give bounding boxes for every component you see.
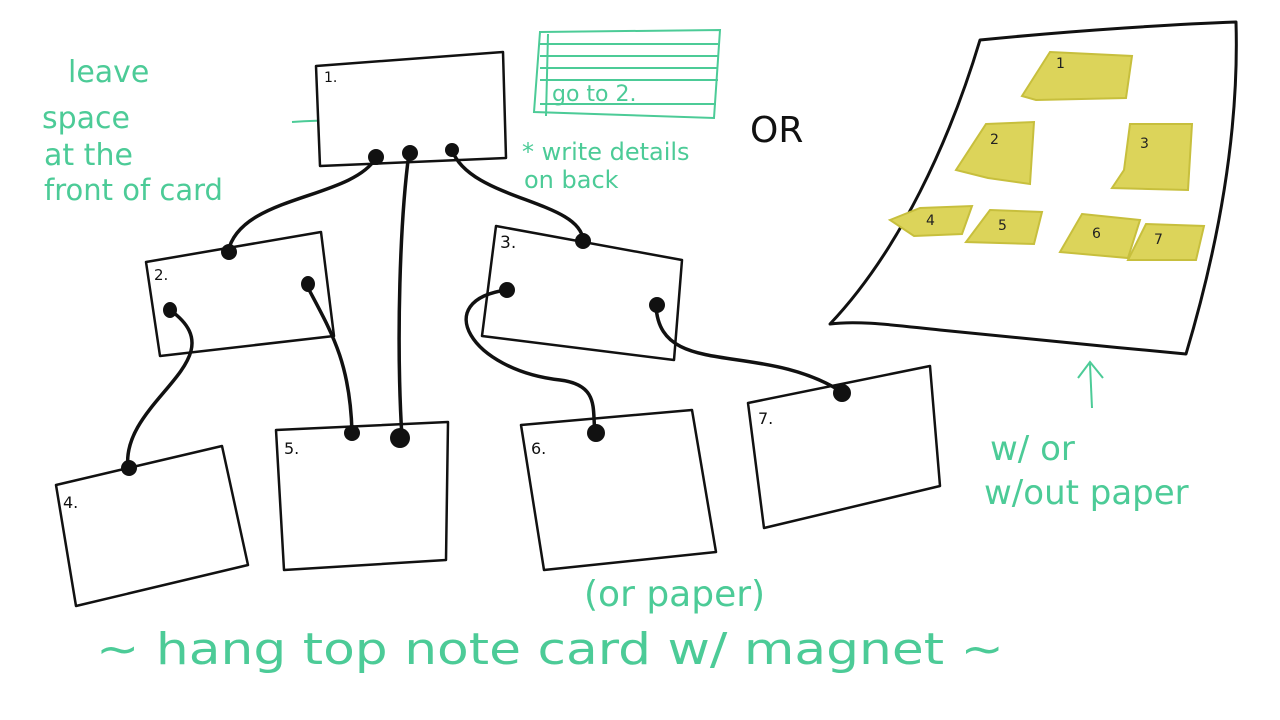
sticky-label-2: 2 <box>990 132 999 148</box>
dot <box>121 460 137 476</box>
card-5-label: 5. <box>284 439 299 458</box>
dot <box>221 244 237 260</box>
left-note-line-3: at the <box>44 138 133 173</box>
dot <box>163 302 177 318</box>
card-2-label: 2. <box>154 266 168 284</box>
sticky-label-5: 5 <box>998 218 1007 234</box>
string-2-to-5 <box>304 282 354 434</box>
left-note-line-1: leave <box>68 55 149 90</box>
card-3-label: 3. <box>500 233 516 253</box>
bottom-caption: ~ hang top note card w/ magnet ~ <box>96 624 1004 675</box>
string-1-to-5 <box>397 151 411 440</box>
back-note-line-1: * write details <box>522 138 690 166</box>
dot <box>587 424 605 442</box>
card-1: 1. <box>314 50 508 168</box>
string-1-to-3 <box>450 148 585 242</box>
sticky-note-4 <box>887 204 974 238</box>
card-back-text: go to 2. <box>552 82 637 107</box>
sticky-label-4: 4 <box>926 213 935 229</box>
dot <box>344 425 360 441</box>
back-note-line-2: on back <box>524 166 619 194</box>
sticky-note-1 <box>1020 50 1134 102</box>
dot <box>445 143 459 157</box>
up-arrow-shaft <box>1089 363 1093 409</box>
up-arrow-head <box>1077 360 1104 379</box>
card-6-label: 6. <box>531 439 546 458</box>
card-7-label: 7. <box>758 409 773 428</box>
card-7: 7. <box>746 364 942 530</box>
sticky-label-1: 1 <box>1056 56 1065 72</box>
dot <box>575 233 591 249</box>
sticky-note-5 <box>964 208 1044 246</box>
connecting-strings <box>126 148 844 470</box>
string-3-to-7 <box>654 304 844 394</box>
card-7-outline <box>746 364 942 530</box>
card-4: 4. <box>54 444 250 608</box>
dot <box>301 276 315 292</box>
card-back-margin <box>545 33 549 117</box>
card-back-outline <box>532 28 722 120</box>
sticky-note-7 <box>1126 222 1206 261</box>
dot <box>833 384 851 402</box>
paper-note-line-2: w/out paper <box>984 473 1189 513</box>
card-4-label: 4. <box>63 493 78 512</box>
sticky-label-3: 3 <box>1140 136 1149 152</box>
paper-note-line-1: w/ or <box>990 429 1075 469</box>
card-3-outline <box>480 224 684 362</box>
card-1-label: 1. <box>324 70 337 86</box>
dot <box>402 145 418 161</box>
dot <box>649 297 665 313</box>
string-3-to-6 <box>464 288 597 434</box>
card-1-outline <box>314 50 508 168</box>
left-note-line-2: space <box>42 101 130 136</box>
card-5-outline <box>274 420 450 572</box>
card-5: 5. <box>274 420 450 572</box>
paper-sheet: 1 2 3 4 5 6 7 <box>828 20 1238 356</box>
card-2-outline <box>144 230 336 358</box>
string-2-to-4 <box>126 308 194 470</box>
dot <box>499 282 515 298</box>
card-6-outline <box>519 408 718 572</box>
card-4-outline <box>54 444 250 608</box>
sticky-label-7: 7 <box>1154 232 1163 248</box>
bottom-aside: (or paper) <box>584 574 765 615</box>
sticky-note-2 <box>954 120 1036 186</box>
card-3: 3. <box>480 224 684 362</box>
string-1-to-2 <box>226 156 378 254</box>
magnet-dots <box>121 143 851 476</box>
left-note-line-4: front of card <box>44 173 223 207</box>
dot <box>368 149 384 165</box>
card-6: 6. <box>519 408 718 572</box>
card-2: 2. <box>144 230 336 358</box>
paper-outline <box>828 20 1238 356</box>
dot <box>390 428 410 448</box>
sticky-note-3 <box>1110 123 1194 192</box>
or-label: OR <box>750 110 803 151</box>
card-back: go to 2. <box>532 28 722 120</box>
sticky-label-6: 6 <box>1092 226 1101 242</box>
